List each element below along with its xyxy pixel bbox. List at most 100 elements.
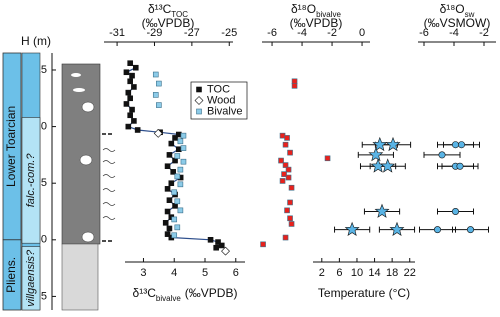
legend-swatch xyxy=(194,96,204,105)
square-marker xyxy=(174,198,181,205)
square-marker xyxy=(180,132,187,139)
y-tick-label: 0 xyxy=(41,234,47,246)
square-marker xyxy=(131,118,137,124)
limestone xyxy=(61,63,101,245)
circle-marker xyxy=(438,151,446,159)
square-marker xyxy=(180,158,187,165)
legend-label: Wood xyxy=(207,94,236,106)
zone-label: villgaensis? xyxy=(25,249,37,307)
x-tick-label: -2 xyxy=(327,27,337,39)
nodule xyxy=(73,88,85,92)
square-marker xyxy=(134,127,141,133)
x2-tick-label: 6 xyxy=(336,267,342,279)
square-marker xyxy=(285,174,292,181)
x-axis-title: δ¹³CTOC xyxy=(148,2,188,18)
star-marker xyxy=(374,203,390,218)
square-marker xyxy=(282,234,289,241)
square-marker xyxy=(164,208,171,215)
lithology-column xyxy=(61,63,116,311)
x2-axis-title-main: Temperature (°C) xyxy=(318,286,410,300)
square-marker xyxy=(213,244,219,251)
square-marker xyxy=(166,225,173,232)
square-marker xyxy=(177,166,184,173)
y-tick-label: -5 xyxy=(37,290,47,302)
square-marker xyxy=(174,224,181,231)
star-marker xyxy=(344,221,360,236)
bed-marks xyxy=(102,133,112,242)
square-marker xyxy=(171,216,178,223)
square-marker xyxy=(278,157,284,164)
square-marker xyxy=(127,78,133,85)
x-tick-label: -2 xyxy=(479,27,489,39)
x-axis-title-main: δ¹⁸O xyxy=(291,2,316,16)
star-marker xyxy=(380,158,396,173)
legend-label: Bivalve xyxy=(207,105,242,117)
square-marker xyxy=(127,60,133,66)
x-tick-label: -4 xyxy=(449,27,459,39)
unit-label: Pliens. xyxy=(4,257,18,293)
x-axis-title-sub: sw xyxy=(465,10,475,19)
circle-marker xyxy=(451,141,459,149)
x-tick-label: -31 xyxy=(109,27,125,39)
circle-marker xyxy=(451,208,459,216)
x-axis-unit: (‰VSMOW) xyxy=(424,16,491,30)
square-marker xyxy=(177,207,184,214)
square-marker xyxy=(207,237,214,243)
x2-axis-title: Temperature (°C) xyxy=(318,286,410,300)
star-marker xyxy=(372,136,388,152)
star-marker xyxy=(385,136,401,152)
square-marker xyxy=(324,155,331,162)
square-marker xyxy=(174,153,181,159)
square-marker xyxy=(166,197,173,203)
square-marker xyxy=(127,95,133,102)
square-marker xyxy=(170,169,176,175)
square-marker xyxy=(177,181,184,188)
nodule xyxy=(81,101,95,113)
circle-marker xyxy=(433,226,441,234)
x2-tick-label: 14 xyxy=(368,267,380,279)
y-tick-label: 5 xyxy=(41,177,47,189)
x-tick-label: -29 xyxy=(147,27,163,39)
square-marker xyxy=(281,171,287,177)
y-axis-title: H (m) xyxy=(21,34,51,48)
x2-tick-label: 4 xyxy=(171,267,177,279)
square-marker xyxy=(288,184,295,191)
square-marker xyxy=(285,166,292,173)
x2-axis-title: δ¹³Cbivalve (‰VPDB) xyxy=(133,286,238,302)
x-axis-title: δ¹⁸Obivalve xyxy=(291,2,342,18)
square-marker xyxy=(175,146,182,153)
square-marker xyxy=(171,189,178,196)
star-marker xyxy=(368,147,384,162)
circle-marker xyxy=(456,162,464,170)
square-marker xyxy=(129,72,135,79)
x-axis-title-sub: bivalve xyxy=(316,10,341,19)
square-marker xyxy=(164,163,171,170)
circle-marker xyxy=(466,226,474,234)
x2-axis-title-sub: bivalve xyxy=(156,294,181,303)
x-axis-title-main: δ¹⁸O xyxy=(440,2,465,16)
unit-box xyxy=(2,239,22,311)
x-tick-label: -4 xyxy=(297,27,307,39)
square-marker xyxy=(279,178,286,184)
square-marker xyxy=(123,101,130,107)
square-marker xyxy=(156,80,162,87)
square-marker xyxy=(288,221,295,227)
square-marker xyxy=(168,180,175,186)
x-axis-title-sub: TOC xyxy=(171,10,188,19)
square-marker xyxy=(287,149,293,156)
square-marker xyxy=(215,239,221,245)
x2-tick-label: 5 xyxy=(202,267,208,279)
x2-axis-title-main: δ¹³C xyxy=(133,286,157,300)
circle-marker xyxy=(457,141,465,149)
square-marker xyxy=(152,92,159,98)
legend-label: TOC xyxy=(207,83,230,95)
square-marker xyxy=(152,71,159,78)
square-marker xyxy=(282,141,289,148)
legend-swatch xyxy=(196,108,202,115)
x2-tick-label: 6 xyxy=(233,267,239,279)
x-tick-label: -6 xyxy=(419,27,429,39)
square-marker xyxy=(125,89,132,96)
star-marker xyxy=(389,221,405,236)
square-marker xyxy=(156,102,162,108)
square-marker xyxy=(172,135,178,141)
